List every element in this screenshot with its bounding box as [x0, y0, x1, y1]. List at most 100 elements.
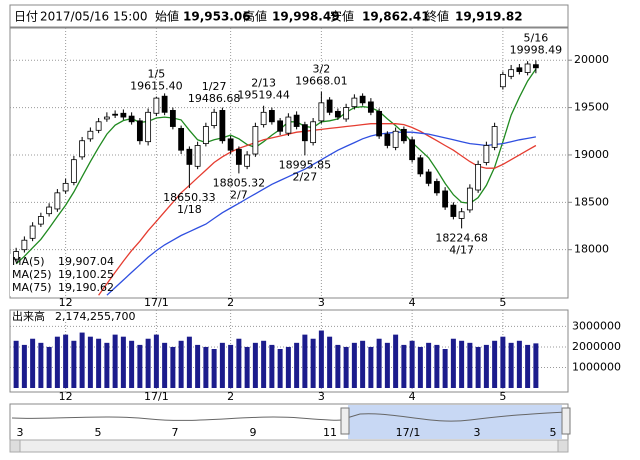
- candle-body: [112, 113, 119, 116]
- volume-bar: [384, 342, 390, 388]
- volume-bar: [475, 346, 481, 388]
- scroll-left[interactable]: [9, 439, 21, 453]
- navigator-handle[interactable]: [561, 407, 571, 435]
- x-tick-label: 4: [409, 390, 416, 403]
- legend-value: 19,907.04: [58, 255, 114, 268]
- annotation-date: 4/17: [449, 243, 474, 256]
- volume-bar: [261, 340, 267, 388]
- candle-body: [54, 192, 61, 210]
- volume-bar: [368, 346, 374, 388]
- navigator-label: 5: [95, 426, 102, 439]
- volume-bar: [285, 346, 291, 388]
- volume-bar: [492, 340, 498, 388]
- volume-bar: [516, 340, 522, 388]
- volume-bar: [46, 346, 52, 388]
- navigator-range[interactable]: [348, 405, 562, 439]
- annotation-value: 19615.40: [130, 80, 183, 93]
- candle-body: [70, 159, 77, 183]
- volume-bar: [38, 342, 44, 388]
- header-label: 終値: [425, 9, 449, 24]
- legend-value: 19,190.62: [58, 281, 114, 294]
- volume-bar: [104, 342, 110, 388]
- candle-body: [310, 121, 317, 144]
- volume-bar: [129, 340, 135, 388]
- navigator-label: 3: [474, 426, 481, 439]
- volume-bar: [252, 342, 258, 388]
- x-tick-label: 4: [409, 296, 416, 309]
- candle-body: [293, 114, 300, 127]
- candle-body: [21, 239, 28, 251]
- annotation-value: 19998.49: [510, 43, 563, 56]
- candle-body: [13, 251, 20, 260]
- volume-bar: [409, 340, 415, 388]
- volume-bar: [302, 334, 308, 388]
- volume-bar: [63, 334, 69, 388]
- legend: [10, 254, 105, 296]
- header-value: 19,998.49: [272, 10, 340, 24]
- candle-body: [359, 95, 366, 104]
- candle-body: [458, 211, 465, 219]
- candle-body: [277, 120, 284, 132]
- annotation-date: 2/27: [293, 170, 318, 183]
- candle-body: [136, 120, 143, 142]
- volume-bar: [112, 334, 118, 388]
- volume-value: 2,174,255,700: [55, 310, 135, 323]
- candle-body: [161, 95, 168, 113]
- scrollbar[interactable]: [9, 439, 569, 453]
- candle-body: [318, 102, 325, 122]
- volume-bar: [203, 346, 209, 388]
- volume-bar: [277, 349, 283, 388]
- x-tick-label: 17/1: [144, 296, 169, 309]
- volume-bar: [450, 338, 456, 388]
- annotation-value: 18805.32: [213, 176, 266, 189]
- candle-body: [95, 121, 102, 131]
- candle-body: [351, 97, 358, 108]
- navigator-handle[interactable]: [340, 407, 350, 435]
- y-tick-label: 3000000: [572, 319, 621, 332]
- volume-bar: [508, 342, 514, 388]
- volume-header-bg: [11, 311, 126, 322]
- volume-bar: [219, 342, 225, 388]
- ma-lines: [15, 68, 537, 296]
- volume-bar: [294, 342, 300, 388]
- volume-bar: [137, 344, 143, 388]
- volume-bar: [442, 349, 448, 388]
- header-box: [9, 4, 569, 28]
- x-tick-label: 2: [227, 296, 234, 309]
- legend-value: 19,100.25: [58, 268, 114, 281]
- volume-bar: [162, 342, 168, 388]
- candle-body: [103, 116, 110, 120]
- candle-body: [532, 64, 539, 69]
- header-value: 19,862.41: [362, 10, 430, 24]
- volume-bar: [13, 340, 19, 388]
- annotation-date: 1/27: [202, 80, 227, 93]
- x-tick-label: 2: [227, 390, 234, 403]
- price-panel: [9, 27, 569, 299]
- header-value: 2017/05/16 15:00: [40, 10, 148, 24]
- candle-body: [79, 140, 86, 158]
- annotation-value: 19486.68: [188, 92, 241, 105]
- volume-bar: [153, 334, 159, 388]
- navigator-line: [11, 411, 567, 422]
- candle-body: [145, 111, 152, 143]
- volume-bar: [228, 344, 234, 388]
- annotation-value: 18650.33: [163, 191, 216, 204]
- x-tick-label: 12: [59, 390, 73, 403]
- volume-bar: [211, 349, 217, 388]
- candle-body: [153, 97, 160, 114]
- annotation-date: 2/7: [230, 188, 248, 201]
- header-label: 安値: [330, 9, 354, 24]
- volume-bar: [500, 336, 506, 388]
- volume-bar: [417, 346, 423, 388]
- candle-body: [491, 126, 498, 148]
- candle-body: [235, 148, 242, 165]
- candle-body: [29, 225, 36, 239]
- candle-body: [326, 99, 333, 113]
- volume-bar: [327, 336, 333, 388]
- candle-body: [433, 181, 440, 194]
- volume-bar: [87, 336, 93, 388]
- volume-bar: [236, 338, 242, 388]
- volume-bar: [145, 338, 151, 388]
- scroll-right[interactable]: [557, 439, 569, 453]
